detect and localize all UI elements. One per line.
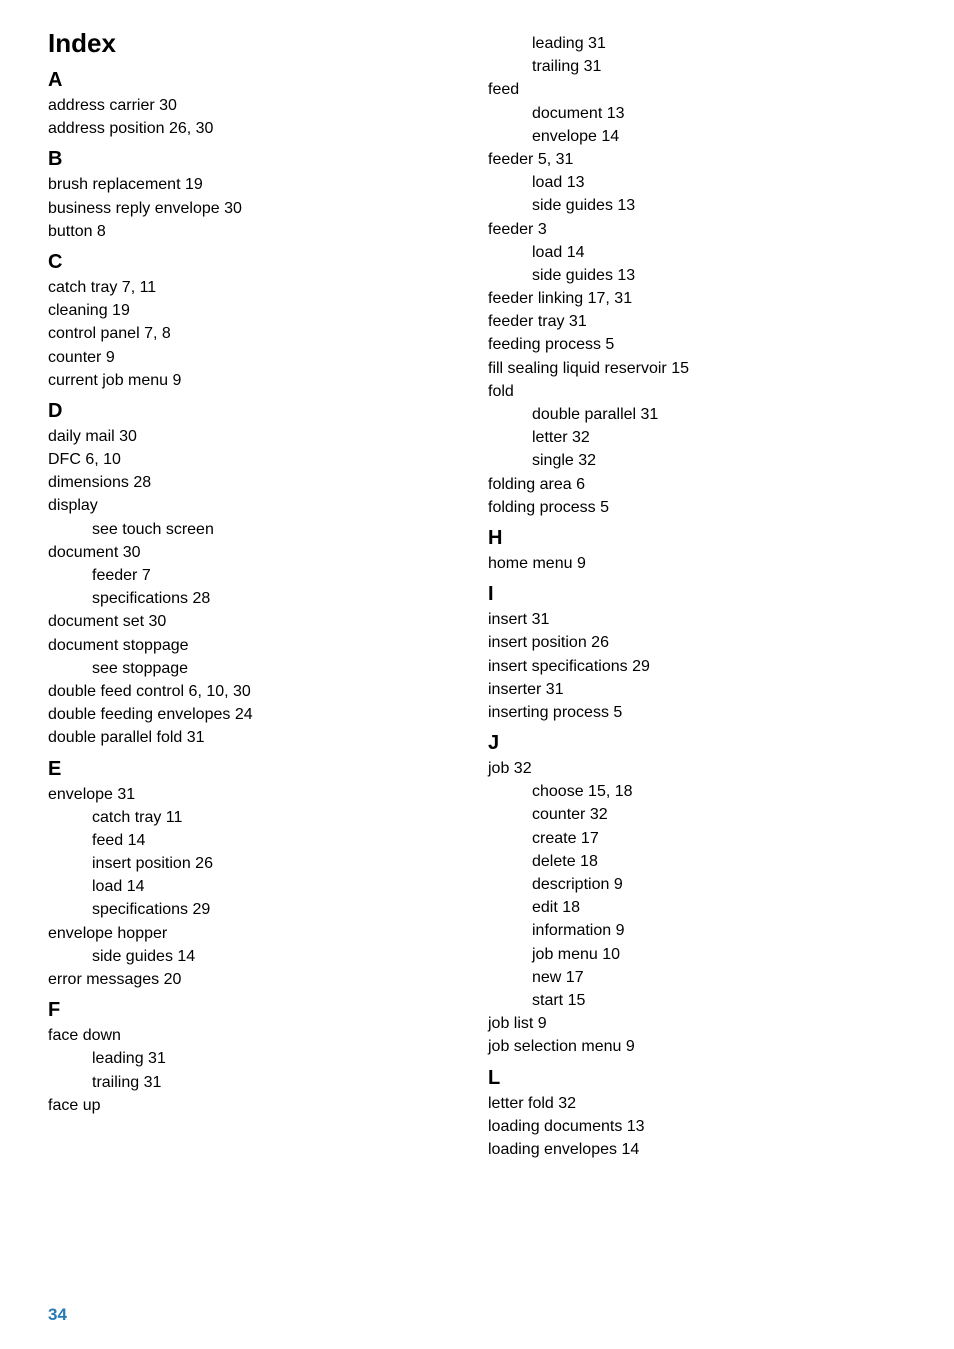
index-subentry: trailing 31: [48, 1071, 466, 1094]
index-entry: inserting process 5: [488, 701, 906, 724]
index-subentry: catch tray 11: [48, 806, 466, 829]
page-title: Index: [48, 28, 466, 59]
right-column-entries: leading 31trailing 31feeddocument 13enve…: [488, 32, 906, 1161]
index-entry: cleaning 19: [48, 299, 466, 322]
index-subentry: description 9: [488, 873, 906, 896]
index-entry: address carrier 30: [48, 94, 466, 117]
index-entry: current job menu 9: [48, 369, 466, 392]
index-entry: control panel 7, 8: [48, 322, 466, 345]
index-subentry: insert position 26: [48, 852, 466, 875]
index-entry: document 30: [48, 541, 466, 564]
index-entry: folding process 5: [488, 496, 906, 519]
index-subentry: create 17: [488, 827, 906, 850]
index-subentry: job menu 10: [488, 943, 906, 966]
index-letter: F: [48, 999, 466, 1022]
index-subentry: feed 14: [48, 829, 466, 852]
index-entry: folding area 6: [488, 473, 906, 496]
index-letter: J: [488, 732, 906, 755]
index-subentry: load 14: [48, 875, 466, 898]
index-entry: feeder 5, 31: [488, 148, 906, 171]
index-entry: daily mail 30: [48, 425, 466, 448]
index-entry: DFC 6, 10: [48, 448, 466, 471]
index-subentry: envelope 14: [488, 125, 906, 148]
index-letter: L: [488, 1067, 906, 1090]
page-number: 34: [48, 1305, 67, 1325]
index-column-left: Index Aaddress carrier 30address positio…: [48, 28, 466, 1161]
index-entry: envelope 31: [48, 783, 466, 806]
index-subentry: choose 15, 18: [488, 780, 906, 803]
index-subentry: leading 31: [48, 1047, 466, 1070]
index-entry: document stoppage: [48, 634, 466, 657]
index-subentry: leading 31: [488, 32, 906, 55]
index-entry: double parallel fold 31: [48, 726, 466, 749]
index-subentry: counter 32: [488, 803, 906, 826]
index-entry: error messages 20: [48, 968, 466, 991]
index-subentry: double parallel 31: [488, 403, 906, 426]
index-subentry: edit 18: [488, 896, 906, 919]
index-subentry: see stoppage: [48, 657, 466, 680]
index-subentry: load 14: [488, 241, 906, 264]
index-subentry: delete 18: [488, 850, 906, 873]
index-entry: feeding process 5: [488, 333, 906, 356]
index-entry: feeder linking 17, 31: [488, 287, 906, 310]
index-entry: double feeding envelopes 24: [48, 703, 466, 726]
index-subentry: feeder 7: [48, 564, 466, 587]
index-column-right: leading 31trailing 31feeddocument 13enve…: [488, 28, 906, 1161]
left-column-entries: Aaddress carrier 30address position 26, …: [48, 69, 466, 1117]
index-entry: brush replacement 19: [48, 173, 466, 196]
index-entry: insert position 26: [488, 631, 906, 654]
index-letter: B: [48, 148, 466, 171]
index-entry: insert specifications 29: [488, 655, 906, 678]
index-entry: display: [48, 494, 466, 517]
index-letter: D: [48, 400, 466, 423]
index-entry: button 8: [48, 220, 466, 243]
index-entry: job list 9: [488, 1012, 906, 1035]
index-entry: feeder 3: [488, 218, 906, 241]
index-entry: insert 31: [488, 608, 906, 631]
index-entry: counter 9: [48, 346, 466, 369]
index-entry: letter fold 32: [488, 1092, 906, 1115]
index-subentry: specifications 28: [48, 587, 466, 610]
index-entry: envelope hopper: [48, 922, 466, 945]
index-subentry: side guides 13: [488, 264, 906, 287]
index-subentry: document 13: [488, 102, 906, 125]
index-subentry: new 17: [488, 966, 906, 989]
index-entry: feed: [488, 78, 906, 101]
index-subentry: specifications 29: [48, 898, 466, 921]
index-entry: double feed control 6, 10, 30: [48, 680, 466, 703]
index-letter: E: [48, 758, 466, 781]
index-entry: loading documents 13: [488, 1115, 906, 1138]
index-entry: face up: [48, 1094, 466, 1117]
index-entry: face down: [48, 1024, 466, 1047]
index-letter: A: [48, 69, 466, 92]
index-entry: fold: [488, 380, 906, 403]
index-letter: C: [48, 251, 466, 274]
index-subentry: start 15: [488, 989, 906, 1012]
index-entry: feeder tray 31: [488, 310, 906, 333]
index-content: Index Aaddress carrier 30address positio…: [48, 28, 906, 1161]
index-subentry: load 13: [488, 171, 906, 194]
index-subentry: side guides 14: [48, 945, 466, 968]
index-subentry: see touch screen: [48, 518, 466, 541]
index-subentry: information 9: [488, 919, 906, 942]
index-entry: document set 30: [48, 610, 466, 633]
index-entry: dimensions 28: [48, 471, 466, 494]
index-entry: loading envelopes 14: [488, 1138, 906, 1161]
index-entry: inserter 31: [488, 678, 906, 701]
index-entry: job 32: [488, 757, 906, 780]
index-subentry: single 32: [488, 449, 906, 472]
index-entry: home menu 9: [488, 552, 906, 575]
index-entry: job selection menu 9: [488, 1035, 906, 1058]
index-entry: address position 26, 30: [48, 117, 466, 140]
index-entry: business reply envelope 30: [48, 197, 466, 220]
index-subentry: side guides 13: [488, 194, 906, 217]
index-letter: I: [488, 583, 906, 606]
index-entry: fill sealing liquid reservoir 15: [488, 357, 906, 380]
index-entry: catch tray 7, 11: [48, 276, 466, 299]
index-letter: H: [488, 527, 906, 550]
index-subentry: trailing 31: [488, 55, 906, 78]
index-subentry: letter 32: [488, 426, 906, 449]
